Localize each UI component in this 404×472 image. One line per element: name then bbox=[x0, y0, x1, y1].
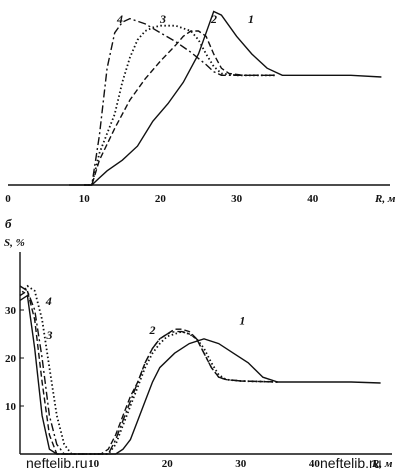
panel-b-curve-1 bbox=[19, 294, 381, 455]
panel-a-curves bbox=[69, 10, 382, 186]
panel-a-curve-label-2: 2 bbox=[210, 12, 217, 26]
panel-a-curve-2 bbox=[84, 30, 275, 186]
panel-a-curve-label-1: 1 bbox=[248, 12, 254, 26]
panel-b-curve-label-3: 3 bbox=[45, 328, 52, 342]
panel-b-curve-4 bbox=[19, 285, 278, 455]
panel-a-curve-label-4: 4 bbox=[116, 12, 123, 26]
panel-b-x-tick-40: 40 bbox=[309, 458, 321, 470]
watermark-right: neftelib.ru bbox=[320, 455, 381, 471]
panel-b-x-tick-10: 10 bbox=[88, 458, 100, 470]
panel-b-y-axis-label: S, % bbox=[4, 237, 25, 249]
panel-b-y-tick-20: 20 bbox=[5, 353, 17, 365]
panel-a-x-tick-20: 20 bbox=[155, 193, 167, 205]
panel-a-x-tick-labels: 0 10 20 30 40 bbox=[5, 193, 319, 205]
panel-a-curve-4 bbox=[84, 17, 275, 186]
panel-a-curve-3 bbox=[84, 24, 275, 186]
panel-a-x-axis-label: R, м bbox=[374, 193, 396, 205]
watermark-left: neftelib.ru bbox=[26, 455, 87, 471]
panel-a-x-tick-30: 30 bbox=[231, 193, 243, 205]
panel-a-curve-label-3: 3 bbox=[159, 12, 166, 26]
panel-b-letter: б bbox=[5, 216, 12, 231]
panel-a-x-tick-10: 10 bbox=[79, 193, 91, 205]
panel-a-x-tick-0: 0 bbox=[5, 193, 11, 205]
panel-b-curves bbox=[19, 284, 381, 455]
panel-b: б S, % 10 20 30 40 10 20 30 R, м 4 3 2 1 bbox=[4, 216, 393, 470]
panel-b-x-axis-label: R, м bbox=[371, 458, 393, 470]
panel-b-curve-label-4: 4 bbox=[45, 294, 52, 308]
panel-a: 0 10 20 30 40 R, м 4 3 2 1 bbox=[5, 10, 396, 205]
panel-b-curve-labels: 4 3 2 1 bbox=[45, 294, 246, 342]
panel-b-curve-label-1: 1 bbox=[239, 313, 245, 327]
panel-a-x-tick-40: 40 bbox=[307, 193, 319, 205]
panel-a-curve-1 bbox=[69, 10, 382, 186]
panel-b-y-tick-30: 30 bbox=[5, 305, 17, 317]
panel-b-x-tick-30: 30 bbox=[235, 458, 247, 470]
panel-b-tick-labels: 10 20 30 40 10 20 30 bbox=[5, 305, 320, 470]
panel-b-curve-label-2: 2 bbox=[149, 323, 156, 337]
panel-b-x-tick-20: 20 bbox=[162, 458, 174, 470]
panel-b-curve-3 bbox=[19, 284, 278, 455]
panel-b-y-tick-10: 10 bbox=[5, 401, 17, 413]
